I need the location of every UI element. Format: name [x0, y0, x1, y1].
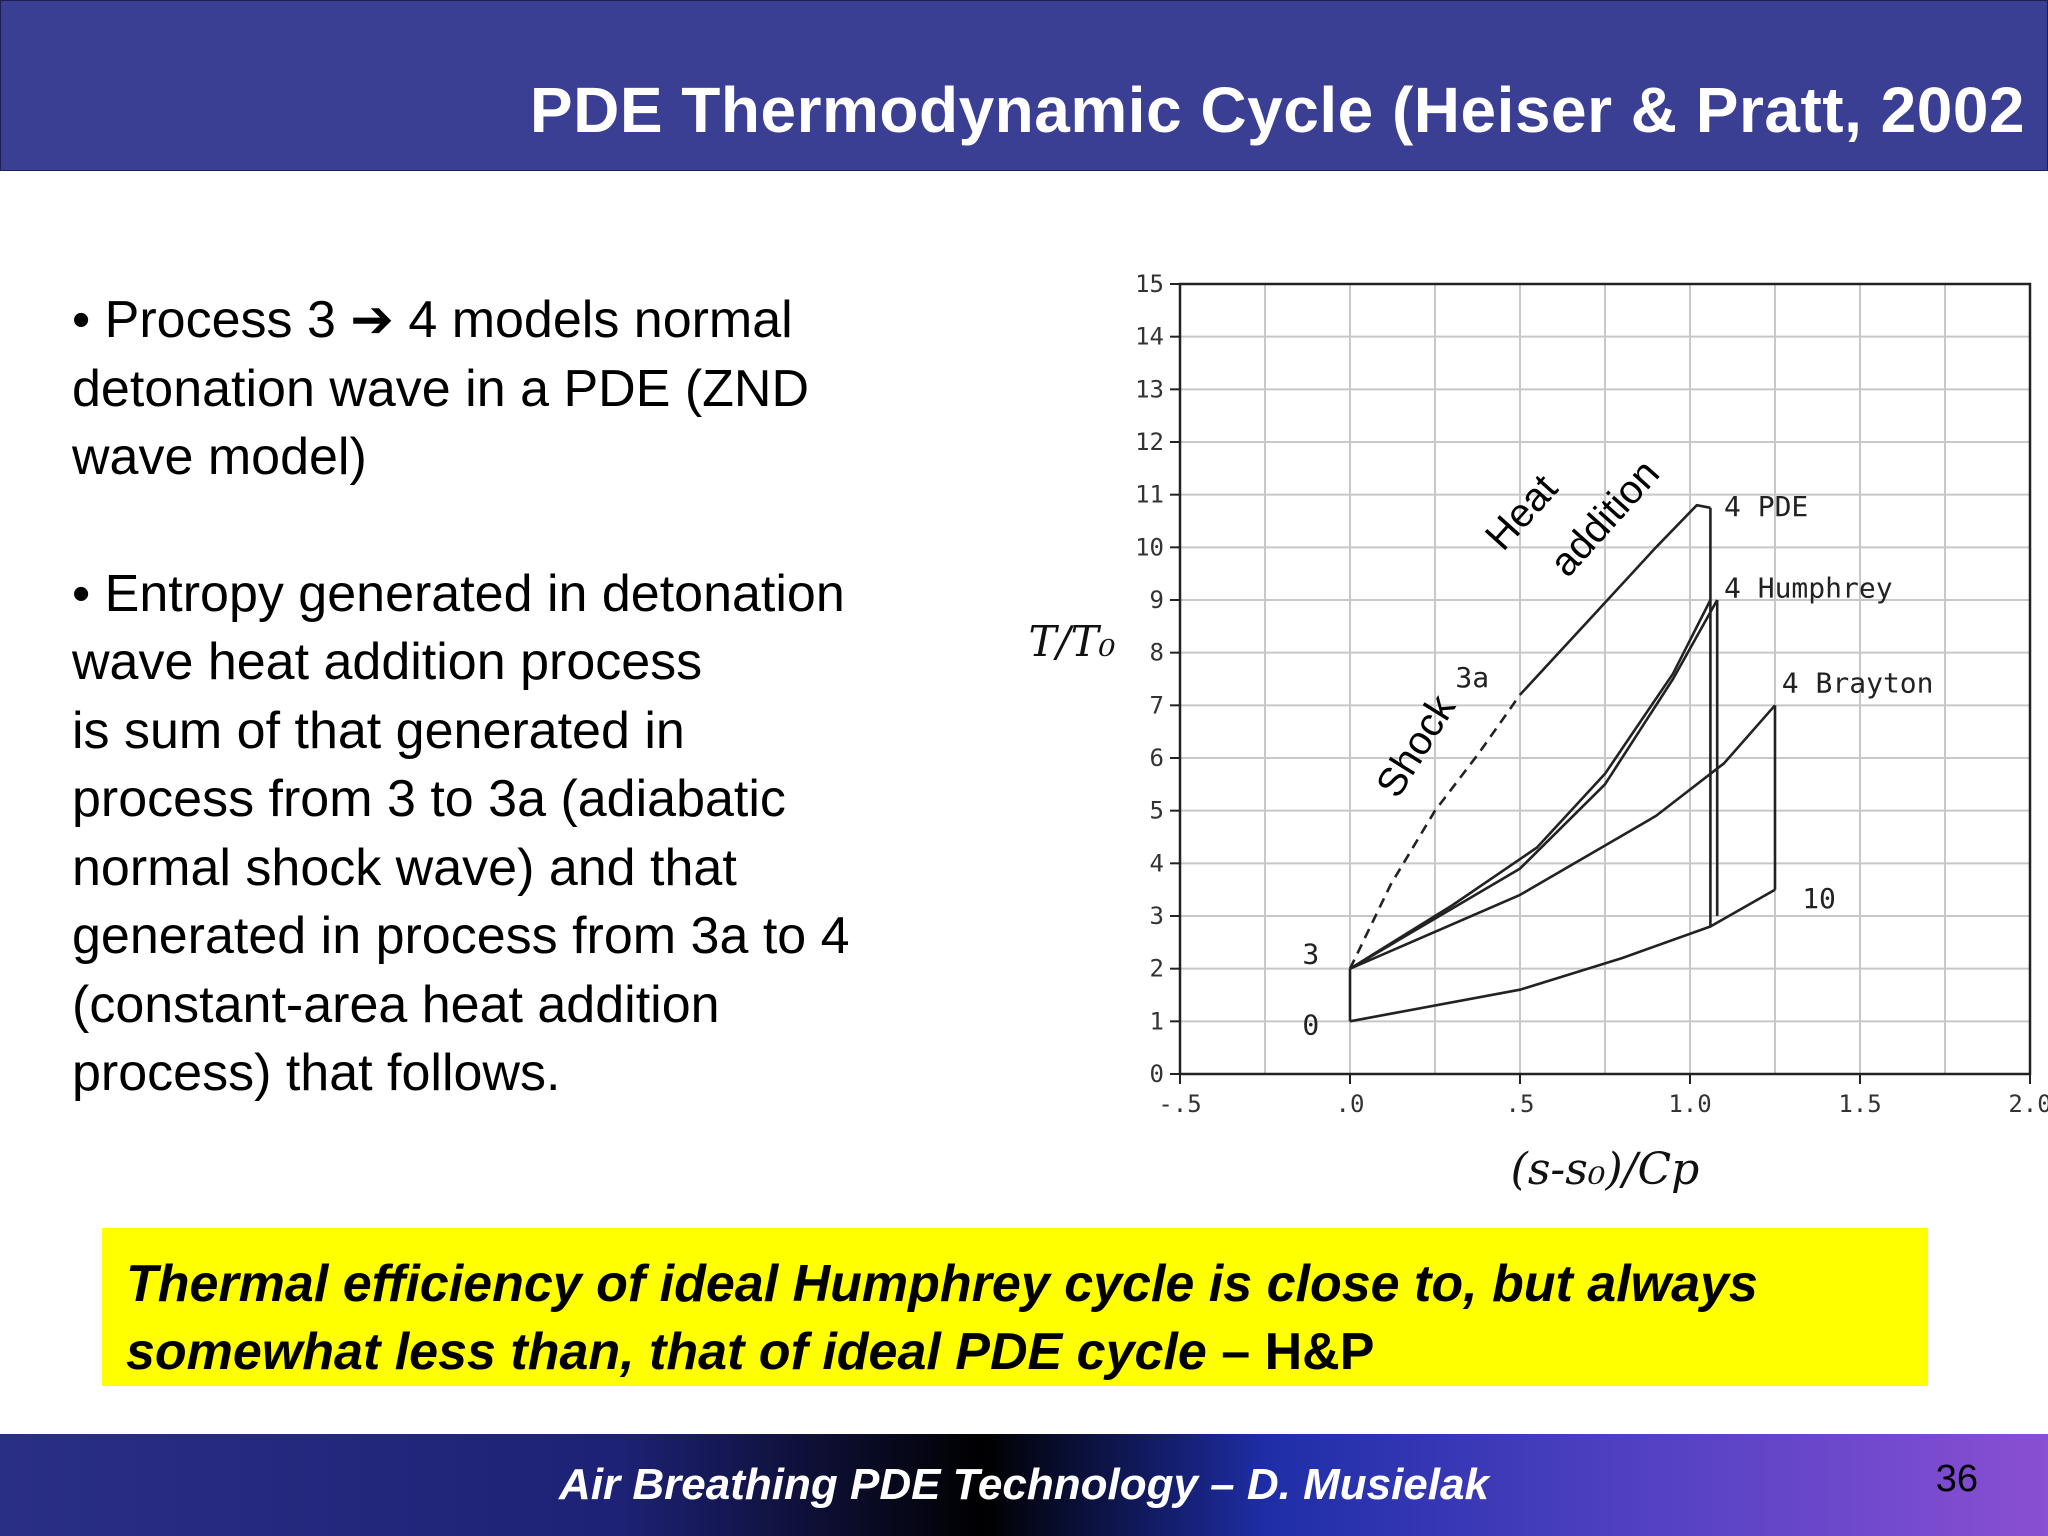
bullet-line: • Process 3 ➔ 4 models normal [72, 291, 793, 349]
series-line-3 [1349, 599, 1719, 970]
callout-italic-2: somewhat less than, that of ideal PDE cy… [126, 1323, 1207, 1381]
x-tick-label: 1.5 [1838, 1090, 1881, 1118]
plot-frame [1178, 282, 2032, 1076]
series-line-2 [1349, 599, 1712, 970]
y-tick-label: 4 [1150, 849, 1164, 877]
y-tick-label: 5 [1150, 797, 1164, 825]
y-tick-label: 9 [1150, 586, 1164, 614]
y-tick-label: 10 [1135, 533, 1164, 561]
x-tick-label: .0 [1336, 1090, 1365, 1118]
point-label: 3a [1455, 661, 1489, 694]
y-tick-label: 7 [1150, 691, 1164, 719]
callout-box: Thermal efficiency of ideal Humphrey cyc… [102, 1228, 1928, 1386]
y-tick-label: 1 [1150, 1007, 1164, 1035]
y-tick-label: 13 [1135, 375, 1164, 403]
y-axis-label: T/T₀ [1028, 617, 1115, 666]
x-tick-label: 2.0 [2008, 1090, 2048, 1118]
series-line-4 [1349, 704, 1776, 970]
bullet-line: (constant-area heat addition [72, 975, 720, 1034]
series-line-1 [1519, 503, 1711, 696]
bullet-line: normal shock wave) and that [72, 838, 737, 897]
title-bar: PDE Thermodynamic Cycle (Heiser & Pratt,… [0, 0, 2048, 171]
callout-italic: Thermal efficiency of ideal Humphrey cyc… [126, 1255, 1758, 1313]
y-tick-label: 11 [1135, 481, 1164, 509]
point-label: 3 [1302, 938, 1319, 971]
bullet-line: • Entropy generated in detonation [72, 564, 845, 623]
bullet-item: • Entropy generated in detonation wave he… [72, 560, 952, 1108]
footer-bar: Air Breathing PDE Technology – D. Musiel… [0, 1434, 2048, 1536]
x-tick-label: -.5 [1158, 1090, 1201, 1118]
y-tick-label: 8 [1150, 639, 1164, 667]
point-label: 4 Brayton [1782, 666, 1934, 699]
callout-text: Thermal efficiency of ideal Humphrey cyc… [126, 1250, 1908, 1386]
bullet-line: process from 3 to 3a (adiabatic [72, 770, 786, 828]
bullet-line: is sum of that generated in [72, 701, 685, 760]
bullet-line: generated in process from 3a to 4 [72, 907, 850, 965]
point-label: 4 PDE [1724, 490, 1808, 523]
point-label: 4 Humphrey [1724, 571, 1893, 604]
y-tick-label: 2 [1150, 955, 1164, 983]
slide-title: PDE Thermodynamic Cycle (Heiser & Pratt,… [529, 74, 2025, 146]
rotated-annotation: Shock [1368, 686, 1465, 804]
y-tick-label: 15 [1135, 270, 1164, 298]
y-tick-label: 6 [1150, 744, 1164, 772]
y-tick-label: 3 [1150, 902, 1164, 930]
y-tick-label: 0 [1150, 1060, 1164, 1088]
footer-text: Air Breathing PDE Technology – D. Musiel… [559, 1460, 1489, 1509]
series-line-0 [1348, 694, 1522, 970]
bullet-line: wave heat addition process [72, 633, 703, 691]
bullet-line: detonation wave in a PDE (ZND [72, 359, 810, 418]
page-number: 36 [1935, 1458, 1978, 1500]
callout-suffix: – H&P [1206, 1323, 1375, 1381]
point-label: 10 [1802, 882, 1836, 915]
x-axis-label: (s-s₀)/Cp [1511, 1144, 1700, 1195]
bullet-item: • Process 3 ➔ 4 models normal detonation … [72, 286, 952, 492]
x-tick-label: 1.0 [1668, 1090, 1711, 1118]
y-tick-label: 12 [1135, 428, 1164, 456]
x-tick-label: .5 [1506, 1090, 1535, 1118]
point-label: 0 [1302, 1009, 1319, 1042]
bullet-line: process) that follows. [72, 1044, 561, 1102]
series-line-8 [1349, 888, 1776, 1023]
bullet-list: • Process 3 ➔ 4 models normal detonation … [72, 286, 952, 1176]
bullet-line: wave model) [72, 428, 367, 486]
y-tick-label: 14 [1135, 323, 1164, 351]
